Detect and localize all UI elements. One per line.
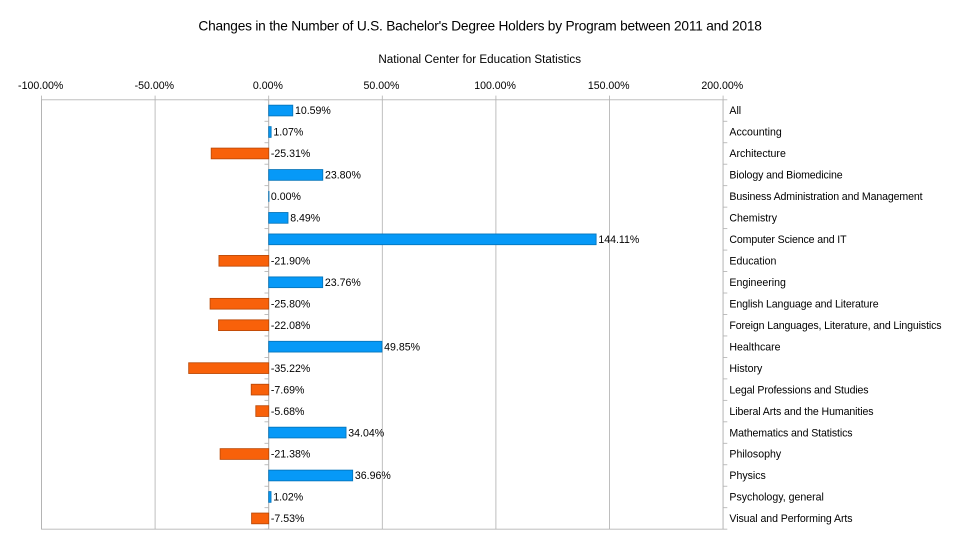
svg-text:Changes in the Number of U.S.: Changes in the Number of U.S. Bachelor's… (198, 18, 762, 33)
svg-text:History: History (729, 363, 763, 375)
svg-text:-25.80%: -25.80% (271, 298, 311, 310)
svg-text:Liberal Arts and the Humanitie: Liberal Arts and the Humanities (729, 406, 873, 418)
svg-text:-25.31%: -25.31% (271, 148, 311, 160)
svg-text:English Language and Literatur: English Language and Literature (729, 298, 878, 310)
svg-text:All: All (729, 105, 741, 117)
svg-text:36.96%: 36.96% (355, 470, 391, 482)
svg-text:Engineering: Engineering (729, 277, 786, 289)
svg-text:200.00%: 200.00% (701, 80, 743, 92)
svg-text:-21.90%: -21.90% (271, 256, 311, 268)
svg-text:-7.53%: -7.53% (271, 513, 305, 525)
svg-text:-50.00%: -50.00% (135, 80, 175, 92)
svg-text:150.00%: 150.00% (588, 80, 630, 92)
svg-text:National Center for Education: National Center for Education Statistics (378, 53, 581, 66)
svg-text:Business Administration and Ma: Business Administration and Management (729, 191, 922, 203)
svg-text:Healthcare: Healthcare (729, 341, 780, 353)
svg-text:8.49%: 8.49% (290, 213, 321, 225)
svg-text:144.11%: 144.11% (598, 234, 640, 246)
svg-text:Philosophy: Philosophy (729, 449, 781, 461)
svg-text:Biology and Biomedicine: Biology and Biomedicine (729, 170, 842, 182)
svg-text:0.00%: 0.00% (271, 191, 302, 203)
svg-text:Mathematics and Statistics: Mathematics and Statistics (729, 427, 852, 439)
svg-text:34.04%: 34.04% (348, 427, 384, 439)
svg-text:-35.22%: -35.22% (271, 363, 311, 375)
svg-text:50.00%: 50.00% (364, 80, 400, 92)
svg-text:Education: Education (729, 256, 776, 268)
svg-text:Physics: Physics (729, 470, 765, 482)
svg-text:-21.38%: -21.38% (271, 449, 311, 461)
svg-text:Foreign Languages, Literature,: Foreign Languages, Literature, and Lingu… (729, 320, 941, 332)
svg-text:1.02%: 1.02% (273, 492, 304, 504)
svg-text:100.00%: 100.00% (474, 80, 516, 92)
svg-text:Psychology, general: Psychology, general (729, 492, 823, 504)
svg-text:-5.68%: -5.68% (271, 406, 305, 418)
svg-text:Computer Science and IT: Computer Science and IT (729, 234, 847, 246)
svg-text:49.85%: 49.85% (384, 341, 420, 353)
svg-text:Chemistry: Chemistry (729, 213, 777, 225)
svg-text:-100.00%: -100.00% (18, 80, 64, 92)
svg-text:-7.69%: -7.69% (271, 384, 305, 396)
svg-text:Architecture: Architecture (729, 148, 786, 160)
svg-text:1.07%: 1.07% (273, 127, 304, 139)
svg-text:Visual and Performing Arts: Visual and Performing Arts (729, 513, 852, 525)
svg-text:23.80%: 23.80% (325, 170, 361, 182)
svg-text:23.76%: 23.76% (325, 277, 361, 289)
svg-text:0.00%: 0.00% (253, 80, 284, 92)
svg-text:Accounting: Accounting (729, 127, 781, 139)
svg-text:-22.08%: -22.08% (271, 320, 311, 332)
svg-text:10.59%: 10.59% (295, 105, 331, 117)
svg-text:Legal Professions and Studies: Legal Professions and Studies (729, 384, 868, 396)
